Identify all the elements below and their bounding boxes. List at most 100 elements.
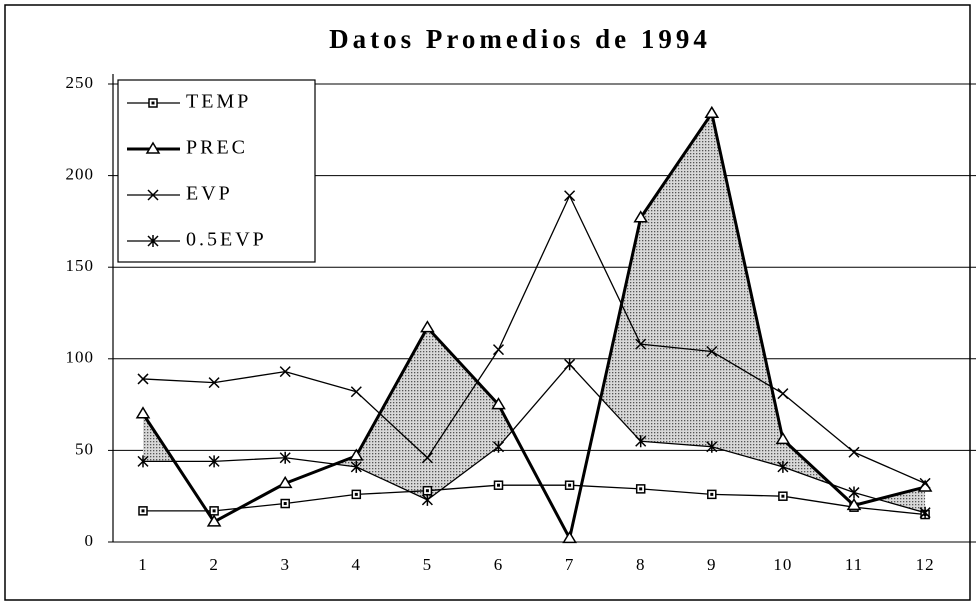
marker-x — [848, 446, 860, 458]
legend-label: 0.5EVP — [186, 229, 267, 251]
marker — [420, 320, 435, 333]
series-line — [143, 363, 926, 514]
series-line — [141, 111, 926, 540]
marker — [135, 406, 151, 419]
marker-triangle — [846, 497, 862, 511]
marker-star — [635, 435, 647, 448]
marker-dot — [212, 509, 216, 513]
y-tick-label: 200 — [66, 165, 95, 184]
y-tick-label: 150 — [66, 256, 95, 275]
legend-label: PREC — [186, 137, 248, 159]
marker-x — [706, 345, 718, 358]
shaded-area — [640, 113, 712, 447]
marker-star — [848, 486, 860, 499]
shaded-area — [427, 327, 499, 500]
marker-triangle — [420, 320, 435, 333]
y-tick-label: 50 — [75, 439, 94, 458]
marker-x — [147, 189, 159, 201]
marker — [208, 455, 220, 468]
marker — [846, 497, 862, 511]
marker-x — [421, 452, 433, 464]
marker-x — [279, 366, 291, 378]
shaded-area — [498, 404, 513, 447]
marker-x — [350, 386, 362, 398]
marker-star — [492, 440, 505, 453]
marker — [147, 235, 159, 247]
marker — [704, 105, 720, 119]
marker-dot — [141, 509, 145, 513]
x-tick-label: 3 — [280, 555, 290, 574]
marker-star — [706, 440, 718, 453]
series-line — [142, 195, 926, 484]
marker-dot — [283, 502, 287, 506]
x-tick-label: 8 — [636, 555, 646, 574]
legend-label: TEMP — [186, 91, 251, 113]
marker — [350, 386, 362, 398]
marker-dot — [710, 492, 714, 496]
y-tick-label: 0 — [85, 531, 95, 550]
marker — [848, 486, 860, 499]
marker-x — [208, 377, 220, 389]
marker — [564, 480, 575, 490]
marker-dot — [639, 487, 643, 491]
x-tick-label: 4 — [352, 555, 362, 574]
marker — [148, 98, 158, 108]
marker — [208, 377, 220, 389]
marker — [564, 190, 576, 202]
shaded-area — [877, 487, 926, 513]
marker — [421, 493, 433, 506]
marker — [351, 489, 362, 500]
marker-star — [777, 460, 789, 473]
x-tick-label: 10 — [773, 555, 792, 574]
marker-x — [564, 190, 576, 202]
marker-star — [421, 493, 433, 506]
marker-star — [147, 235, 159, 247]
chart-border — [4, 4, 971, 601]
marker — [491, 397, 506, 410]
marker-dot — [497, 483, 500, 487]
y-tick-label: 100 — [66, 348, 95, 367]
marker — [919, 506, 931, 519]
marker-triangle — [562, 530, 577, 544]
marker-x — [492, 344, 505, 356]
marker — [492, 344, 505, 356]
marker — [775, 431, 791, 445]
marker — [706, 440, 718, 453]
marker-star — [279, 451, 291, 464]
legend-label: EVP — [186, 183, 233, 205]
marker-triangle — [704, 105, 720, 119]
marker — [633, 210, 649, 223]
marker — [493, 480, 504, 490]
marker-triangle — [206, 514, 222, 527]
marker — [348, 448, 364, 461]
marker-triangle — [348, 448, 364, 461]
marker-x — [137, 373, 149, 385]
series-line — [143, 484, 926, 516]
lines — [135, 105, 933, 544]
marker-dot — [151, 101, 155, 105]
marker-dot — [425, 489, 429, 493]
marker — [350, 460, 362, 473]
marker — [422, 485, 433, 496]
chart-title: Datos Promedios de 1994 — [329, 24, 711, 54]
marker — [635, 484, 646, 494]
x-tick-label: 7 — [565, 555, 575, 574]
marker — [206, 514, 222, 527]
marker — [777, 460, 789, 473]
marker — [137, 373, 149, 385]
marker-x — [635, 338, 647, 350]
marker — [280, 498, 290, 509]
marker — [137, 455, 149, 468]
x-tick-label: 6 — [494, 555, 504, 574]
marker-triangle — [135, 406, 151, 419]
legend: TEMP PREC EVP 0.5EVP — [117, 79, 316, 263]
marker-triangle — [775, 431, 791, 445]
marker-dot — [781, 494, 785, 498]
marker — [707, 489, 717, 500]
x-tick-label: 12 — [916, 555, 935, 574]
marker-star — [137, 455, 149, 468]
y-tick-label: 250 — [66, 73, 95, 92]
marker — [421, 452, 433, 464]
x-tick-label: 5 — [423, 555, 433, 574]
marker — [848, 446, 860, 458]
